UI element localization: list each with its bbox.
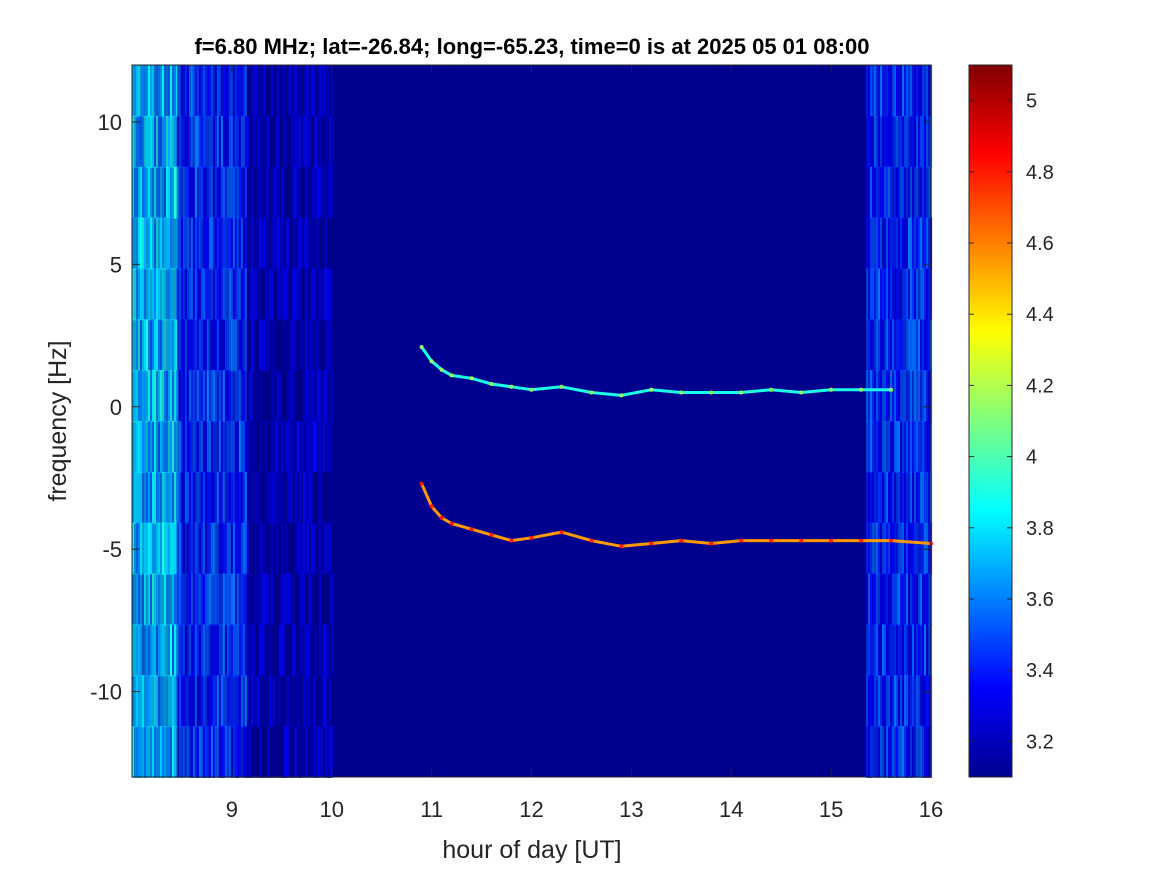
- x-tick-label: 12: [519, 797, 543, 822]
- colorbar-tick-label: 3.8: [1026, 518, 1054, 540]
- y-tick-label: 5: [110, 252, 122, 277]
- colorbar-tick-label: 3.4: [1026, 660, 1054, 682]
- chart-title: f=6.80 MHz; lat=-26.84; long=-65.23, tim…: [194, 34, 869, 59]
- colorbar: 3.2 3.4 3.6 3.8 4 4.2 4.4 4.6 4.8 5: [968, 64, 1054, 778]
- x-axis: 9 10 11 12 13 14 15 16: [226, 65, 943, 822]
- y-tick-label: 10: [98, 110, 122, 135]
- colorbar-tick-label: 4: [1026, 447, 1037, 469]
- trace-point: [739, 390, 744, 395]
- noise-band: [176, 65, 247, 778]
- trace-point: [799, 538, 804, 543]
- y-tick-label: -5: [102, 537, 122, 562]
- x-tick-label: 16: [919, 797, 943, 822]
- trace-point: [559, 530, 564, 535]
- doppler-traces: [419, 345, 933, 549]
- colorbar-tick-label: 4.6: [1026, 233, 1054, 255]
- trace-point: [679, 538, 684, 543]
- trace-point: [489, 532, 494, 537]
- trace-point: [619, 393, 624, 398]
- colorbar-tick-label: 4.8: [1026, 162, 1054, 184]
- trace-point: [439, 367, 444, 372]
- trace-point: [799, 390, 804, 395]
- trace-point: [489, 382, 494, 386]
- trace-point: [429, 359, 434, 364]
- trace-point: [429, 504, 434, 509]
- trace-point: [649, 387, 654, 392]
- y-axis-label: frequency [Hz]: [44, 340, 72, 501]
- trace-point: [889, 538, 893, 543]
- plot-area: [131, 64, 933, 778]
- doppler-trace: [420, 346, 891, 397]
- trace-point: [859, 538, 864, 543]
- noise-band: [246, 65, 333, 778]
- trace-point: [859, 387, 864, 392]
- x-axis-label: hour of day [UT]: [442, 836, 621, 864]
- trace-point: [419, 481, 424, 486]
- trace-point: [619, 544, 624, 549]
- colorbar-tick-label: 4.2: [1026, 375, 1054, 397]
- colorbar-gradient: [968, 64, 1013, 778]
- x-tick-label: 10: [320, 797, 344, 822]
- y-tick-label: -10: [90, 680, 122, 705]
- x-tick-label: 15: [819, 797, 843, 822]
- colorbar-tick-label: 4.4: [1026, 304, 1054, 326]
- trace-point: [679, 390, 684, 395]
- y-axis: -10 -5 0 5 10: [90, 110, 931, 705]
- trace-point: [829, 538, 834, 543]
- colorbar-tick-label: 3.6: [1026, 589, 1054, 611]
- trace-point: [509, 384, 514, 389]
- y-tick-label: 0: [110, 395, 122, 420]
- trace-point: [449, 521, 454, 526]
- colorbar-tick-label: 3.2: [1026, 731, 1054, 753]
- trace-point: [469, 376, 474, 381]
- trace-point: [439, 515, 444, 520]
- trace-point: [589, 390, 594, 395]
- trace-point: [889, 387, 893, 392]
- x-tick-label: 13: [619, 797, 643, 822]
- trace-point: [509, 538, 514, 543]
- trace-point: [559, 384, 564, 389]
- trace-point: [419, 345, 424, 349]
- trace-point: [649, 541, 654, 546]
- trace-point: [529, 535, 534, 540]
- trace-point: [769, 538, 774, 543]
- trace-point: [769, 387, 774, 392]
- noise-band: [866, 65, 933, 778]
- x-tick-label: 11: [420, 797, 443, 822]
- trace-point: [829, 387, 834, 392]
- noise-bands: [132, 65, 933, 778]
- trace-point: [709, 390, 714, 395]
- trace-point: [709, 541, 714, 546]
- trace-point: [469, 527, 474, 532]
- trace-point: [589, 538, 594, 543]
- colorbar-tick-label: 5: [1026, 91, 1037, 113]
- x-tick-label: 14: [719, 797, 743, 822]
- colorbar-ticks: 3.2 3.4 3.6 3.8 4 4.2 4.4 4.6 4.8 5: [969, 91, 1054, 753]
- x-tick-label: 9: [226, 797, 238, 822]
- trace-point: [529, 387, 534, 392]
- noise-band: [132, 65, 178, 778]
- trace-point: [739, 538, 744, 543]
- trace-point: [449, 373, 454, 378]
